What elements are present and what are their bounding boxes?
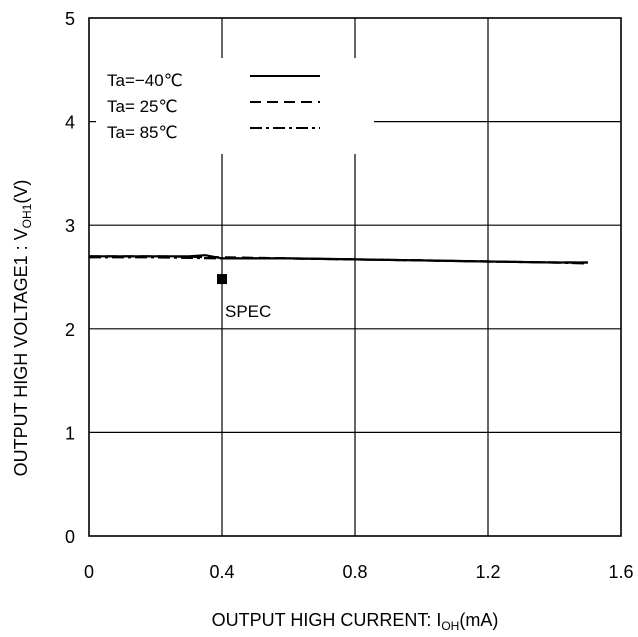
series-line [89,256,588,265]
y-tick-label: 5 [65,9,75,29]
legend-label: Ta=−40℃ [107,71,183,90]
y-axis-title-tail: (V) [11,180,31,204]
y-tick-labels: 0 1 2 3 4 5 [65,9,75,547]
spec-marker [217,274,227,285]
x-tick-label: 0.4 [209,562,234,582]
series-lines [89,254,588,265]
y-tick-label: 0 [65,527,75,547]
x-axis-title-tail: (mA) [459,610,498,630]
spec-annotation: SPEC [217,274,271,321]
y-axis-title-sub: OH1 [20,203,34,228]
x-tick-labels: 0 0.4 0.8 1.2 1.6 [84,562,634,582]
y-tick-label: 2 [65,320,75,340]
y-tick-label: 4 [65,113,75,133]
x-tick-label: 1.6 [608,562,633,582]
x-axis-title-main: OUTPUT HIGH CURRENT: I [212,610,442,630]
y-axis-title-main: OUTPUT HIGH VOLTAGE1 : V [11,228,31,476]
x-tick-label: 0 [84,562,94,582]
y-tick-label: 3 [65,216,75,236]
legend-label: Ta= 85℃ [107,123,178,142]
spec-label: SPEC [225,302,271,321]
plot-frame [88,17,622,537]
plot-border [88,17,622,537]
legend-label: Ta= 25℃ [107,97,178,116]
x-axis-title: OUTPUT HIGH CURRENT: IOH(mA) [212,610,499,633]
x-tick-label: 1.2 [475,562,500,582]
y-tick-label: 1 [65,423,75,443]
y-axis-title: OUTPUT HIGH VOLTAGE1 : VOH1(V) [11,180,34,477]
legend-background [96,58,374,154]
x-tick-label: 0.8 [342,562,367,582]
legend: Ta=−40℃ Ta= 25℃ Ta= 85℃ [96,58,374,154]
x-axis-title-sub: OH [441,619,459,633]
